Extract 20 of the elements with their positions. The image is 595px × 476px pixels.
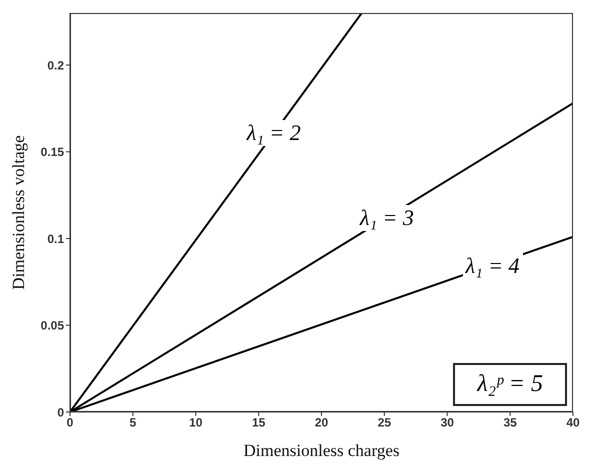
y-axis-title: Dimensionless voltage <box>9 135 28 290</box>
x-tick-label: 30 <box>440 416 454 430</box>
x-tick-label: 40 <box>566 416 580 430</box>
x-tick-label: 5 <box>130 416 137 430</box>
x-tick-label: 25 <box>378 416 392 430</box>
x-tick-label: 20 <box>314 416 328 430</box>
y-tick-label: 0.15 <box>40 145 64 160</box>
x-tick-label: 10 <box>189 416 203 430</box>
y-tick-label: 0.1 <box>47 232 64 246</box>
y-tick-label: 0.05 <box>40 318 64 333</box>
annotation: λ₂ᵖ = 5 <box>453 363 567 406</box>
y-tick-label: 0.2 <box>47 58 64 72</box>
x-tick-label: 0 <box>66 416 74 430</box>
x-tick-label: 15 <box>252 416 266 430</box>
annotation: λ₁ = 2 <box>244 120 304 146</box>
x-tick-label: 35 <box>503 416 518 430</box>
annotation: λ₁ = 3 <box>356 204 417 231</box>
x-axis-title: Dimensionless charges <box>244 441 400 460</box>
y-tick-label: 0 <box>57 405 64 420</box>
annotation: λ₁ = 4 <box>462 253 523 280</box>
